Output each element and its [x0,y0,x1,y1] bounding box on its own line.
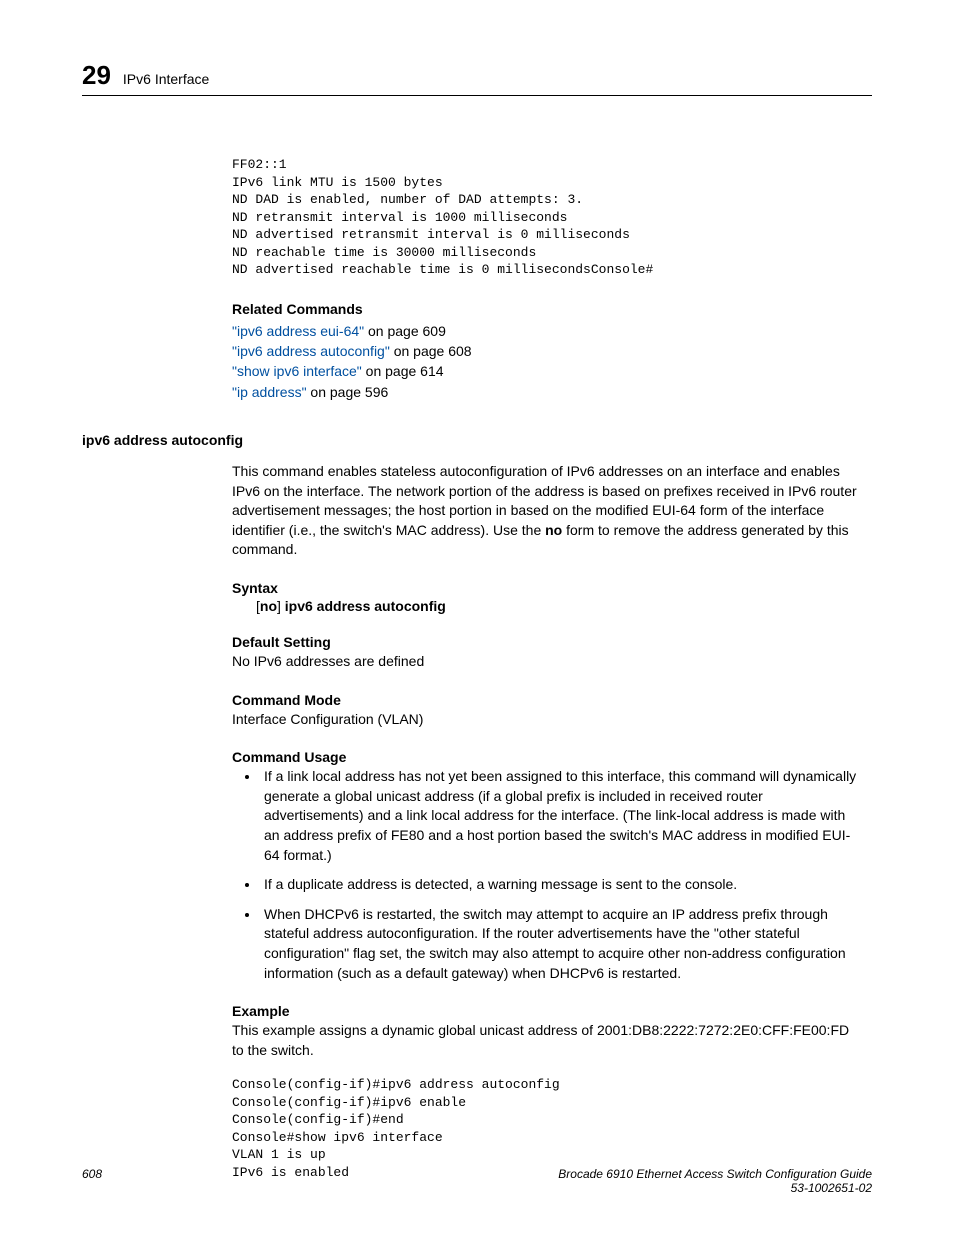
default-setting-text: No IPv6 addresses are defined [232,652,862,672]
xref-suffix: on page 596 [307,384,389,400]
list-item: When DHCPv6 is restarted, the switch may… [260,905,862,983]
list-item: If a duplicate address is detected, a wa… [260,875,862,895]
xref-link[interactable]: "show ipv6 interface" [232,363,362,379]
xref-suffix: on page 608 [390,343,472,359]
subsection-heading: ipv6 address autoconfig [82,432,872,448]
related-link-row: "ip address" on page 596 [232,382,862,402]
desc-keyword: no [545,522,562,538]
footer-doc-info: Brocade 6910 Ethernet Access Switch Conf… [558,1167,872,1195]
page-number: 608 [82,1167,102,1195]
page-header: 29 IPv6 Interface [82,60,872,96]
related-link-row: "ipv6 address autoconfig" on page 608 [232,341,862,361]
syntax-keyword: no [260,598,277,614]
command-mode-text: Interface Configuration (VLAN) [232,710,862,730]
xref-suffix: on page 609 [364,323,446,339]
page-footer: 608 Brocade 6910 Ethernet Access Switch … [82,1167,872,1195]
chapter-number: 29 [82,60,111,91]
xref-link[interactable]: "ipv6 address autoconfig" [232,343,390,359]
footer-doc-title: Brocade 6910 Ethernet Access Switch Conf… [558,1167,872,1181]
header-title: IPv6 Interface [123,71,209,87]
related-commands-heading: Related Commands [232,301,862,317]
command-usage-list: If a link local address has not yet been… [256,767,862,983]
console-output-example: Console(config-if)#ipv6 address autoconf… [232,1076,862,1181]
description-para: This command enables stateless autoconfi… [232,462,862,560]
command-mode-heading: Command Mode [232,692,862,708]
xref-link[interactable]: "ip address" [232,384,307,400]
syntax-line: [no] ipv6 address autoconfig [256,598,862,614]
related-link-row: "ipv6 address eui-64" on page 609 [232,321,862,341]
footer-doc-number: 53-1002651-02 [791,1181,872,1195]
subsection-body: This command enables stateless autoconfi… [232,462,862,1182]
syntax-heading: Syntax [232,580,862,596]
example-heading: Example [232,1003,862,1019]
related-link-row: "show ipv6 interface" on page 614 [232,361,862,381]
default-setting-heading: Default Setting [232,634,862,650]
xref-link[interactable]: "ipv6 address eui-64" [232,323,364,339]
list-item: If a link local address has not yet been… [260,767,862,865]
related-commands-block: Related Commands "ipv6 address eui-64" o… [232,301,862,402]
console-output-top: FF02::1 IPv6 link MTU is 1500 bytes ND D… [232,156,862,279]
example-intro: This example assigns a dynamic global un… [232,1021,862,1060]
syntax-command: ipv6 address autoconfig [285,598,446,614]
command-usage-heading: Command Usage [232,749,862,765]
xref-suffix: on page 614 [362,363,444,379]
syntax-text: ] [277,598,285,614]
